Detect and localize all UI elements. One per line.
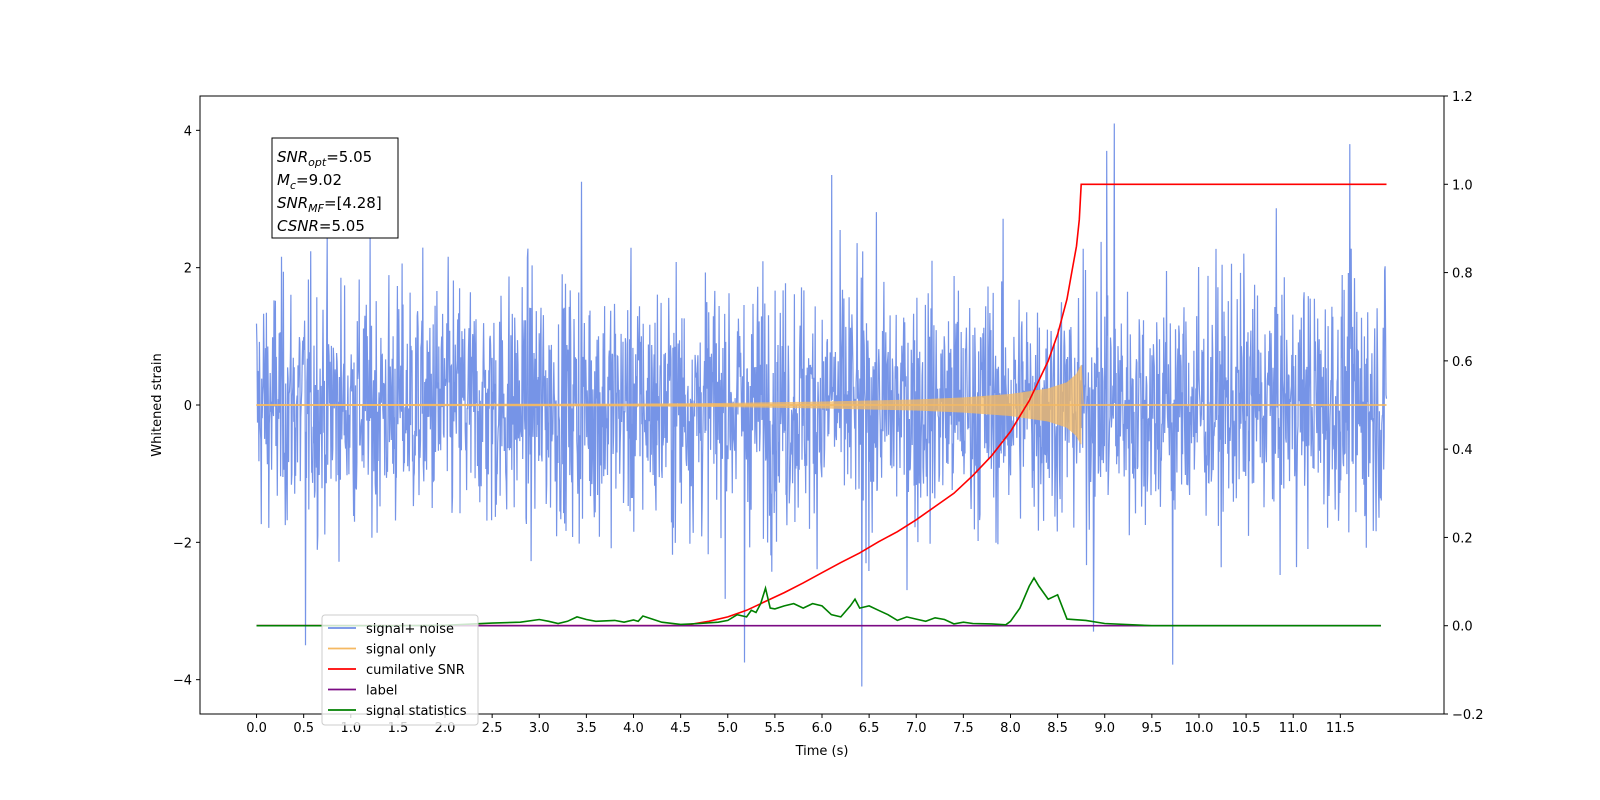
x-tick-label: 9.0 — [1094, 721, 1115, 736]
legend: signal+ noise signal only cumilative SNR la… — [321, 614, 479, 726]
annotation-symbol: CSNR — [277, 217, 319, 235]
x-tick-label: 8.0 — [1000, 721, 1021, 736]
x-tick-label: 0.5 — [293, 721, 314, 736]
series-signal-noise — [255, 123, 1388, 687]
legend-frame — [321, 614, 479, 726]
annotation-line: Mc=9.02 — [277, 171, 342, 192]
y2-tick-label: 0.4 — [1452, 443, 1473, 458]
annotation-line: CSNR=5.05 — [277, 217, 365, 235]
y2-tick-label: 0.6 — [1452, 355, 1473, 370]
annotation-line: SNRMF=[4.28] — [277, 194, 382, 215]
x-tick-label: 11.5 — [1326, 721, 1355, 736]
y2-tick-label: 0.2 — [1452, 531, 1473, 546]
annotation-symbol: SNR — [277, 148, 308, 166]
annotation-value: =5.05 — [326, 148, 372, 166]
x-tick-label: 6.0 — [812, 721, 833, 736]
x-tick-label: 0.0 — [246, 721, 267, 736]
x-tick-label: 5.5 — [765, 721, 786, 736]
y-axis-label: Whitened strain — [150, 353, 165, 456]
x-tick-label: 3.0 — [529, 721, 550, 736]
x-tick-label: 7.5 — [953, 721, 974, 736]
legend-label: signal+ noise — [366, 622, 454, 637]
x-tick-label: 4.0 — [623, 721, 644, 736]
annotation-subscript: c — [290, 179, 296, 192]
annotation-frame — [271, 137, 399, 239]
x-tick-label: 10.5 — [1232, 721, 1261, 736]
annotation-value: =[4.28] — [324, 194, 382, 212]
legend-label: signal only — [366, 643, 436, 658]
legend-label: signal statistics — [366, 704, 467, 719]
y2-axis-ticks: −0.2 0.0 0.2 0.4 0.6 0.8 1.0 1.2 — [1444, 90, 1484, 723]
legend-label: label — [366, 684, 397, 699]
x-axis-ticks: 0.0 0.5 1.0 1.5 2.0 2.5 3.0 3.5 4.0 4.5 5.0 5.5 6.0 6… — [246, 714, 1355, 736]
y-tick-label: 2 — [184, 262, 192, 277]
annotation-symbol: SNR — [277, 194, 308, 212]
series-signal-statistics — [256, 576, 1381, 627]
x-tick-label: 7.0 — [906, 721, 927, 736]
y-tick-label: −4 — [173, 674, 192, 689]
x-tick-label: 11.0 — [1279, 721, 1308, 736]
x-tick-label: 2.5 — [482, 721, 503, 736]
annotation-subscript: MF — [308, 202, 324, 215]
y2-tick-label: 1.0 — [1452, 178, 1473, 193]
x-tick-label: 3.5 — [576, 721, 597, 736]
x-tick-label: 10.0 — [1184, 721, 1213, 736]
x-tick-label: 4.5 — [670, 721, 691, 736]
annotation-subscript: opt — [308, 156, 327, 169]
y2-tick-label: −0.2 — [1452, 708, 1484, 723]
annotation-value: =9.02 — [296, 171, 342, 189]
legend-label: cumilative SNR — [366, 663, 465, 678]
y-axis-ticks: −4 −2 0 2 4 — [173, 124, 200, 689]
annotation-value: =5.05 — [319, 217, 365, 235]
y-tick-label: −2 — [173, 536, 192, 551]
plot-area — [255, 123, 1388, 687]
y-tick-label: 0 — [184, 399, 192, 414]
y2-tick-label: 1.2 — [1452, 90, 1473, 105]
x-tick-label: 5.0 — [717, 721, 738, 736]
x-axis-label: Time (s) — [795, 744, 849, 759]
annotation-symbol: M — [277, 171, 290, 189]
x-tick-label: 8.5 — [1047, 721, 1068, 736]
y2-tick-label: 0.0 — [1452, 620, 1473, 635]
x-tick-label: 6.5 — [859, 721, 880, 736]
x-tick-label: 9.5 — [1142, 721, 1163, 736]
annotation-line: SNRopt=5.05 — [277, 148, 372, 169]
series-cumilative-snr — [256, 183, 1387, 627]
y2-tick-label: 0.8 — [1452, 267, 1473, 282]
y-tick-label: 4 — [184, 124, 192, 139]
